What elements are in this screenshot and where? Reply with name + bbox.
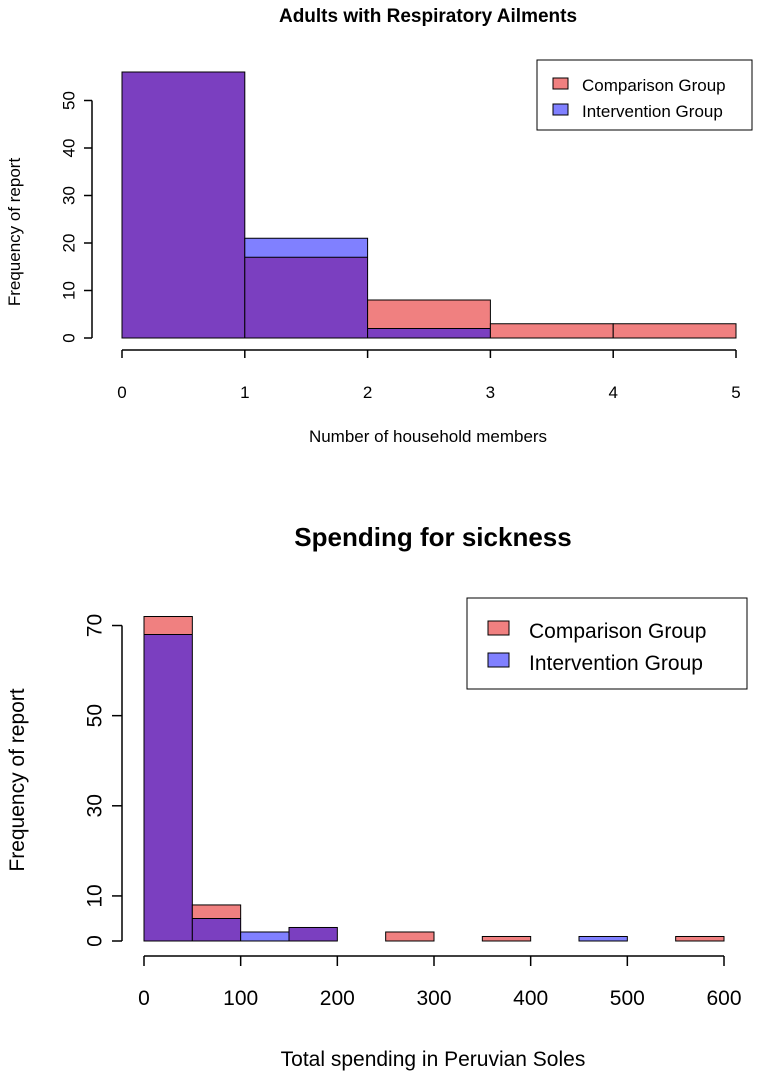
- y-axis-label: Frequency of report: [6, 688, 29, 871]
- legend-box: [536, 59, 753, 131]
- y-tick-label: 0: [84, 935, 107, 947]
- x-tick-label: 1: [240, 383, 249, 402]
- chart-title: Adults with Respiratory Ailments: [279, 6, 577, 27]
- legend: Comparison Group Intervention Group: [466, 597, 748, 690]
- legend-swatch-intervention: [552, 103, 569, 116]
- x-tick-label: 0: [138, 987, 150, 1010]
- bar-outline-bin-7: [481, 935, 532, 942]
- bars-group: [121, 71, 737, 339]
- bar-comparison-bin-4: [613, 323, 736, 338]
- y-tick-label: 10: [84, 884, 107, 907]
- x-tick-label: 2: [363, 383, 372, 402]
- y-axis: 0 10 30 50 70: [84, 614, 123, 947]
- chart-title: Spending for sickness: [294, 522, 571, 552]
- legend-label-comparison: Comparison Group: [529, 620, 706, 643]
- bar-overlap-bin-3: [289, 927, 338, 941]
- y-tick-label: 20: [59, 234, 78, 253]
- y-tick-label: 40: [59, 139, 78, 158]
- y-tick-label: 50: [84, 704, 107, 727]
- bar-outline-bin-2: [367, 299, 491, 339]
- y-tick-label: 0: [59, 333, 78, 342]
- bar-intervention-bin-2: [240, 931, 289, 941]
- bar-comparison-bin-1: [192, 904, 241, 919]
- bar-comparison-bin-11: [675, 936, 724, 941]
- legend-swatch-comparison: [487, 620, 510, 636]
- y-tick-label: 30: [59, 186, 78, 205]
- x-axis-label: Total spending in Peruvian Soles: [281, 1048, 586, 1071]
- bar-outline-bin-5: [385, 931, 435, 942]
- bar-outline-bin-3: [288, 926, 338, 942]
- y-tick-label: 70: [84, 614, 107, 637]
- x-axis: 0 100 200 300 400 500 600: [138, 955, 742, 1010]
- legend-label-intervention: Intervention Group: [582, 102, 723, 121]
- bar-comparison-bin-2: [367, 300, 491, 329]
- x-axis: 0 1 2 3 4 5: [117, 349, 741, 402]
- bar-comparison-bin-3: [490, 323, 614, 338]
- x-tick-label: 4: [608, 383, 617, 402]
- bar-comparison-bin-0: [144, 616, 193, 635]
- bar-intervention-bin-1: [244, 238, 368, 258]
- legend-swatch-intervention: [487, 652, 510, 668]
- x-tick-label: 3: [486, 383, 495, 402]
- chart-spending-sickness: Spending for sickness 0 100 200 300 400 500 60…: [6, 522, 748, 1071]
- x-tick-label: 200: [320, 987, 355, 1010]
- bar-outline-bin-9: [578, 935, 628, 942]
- y-tick-label: 30: [84, 794, 107, 817]
- y-axis-label: Frequency of report: [5, 158, 24, 307]
- bar-comparison-bin-7: [482, 936, 531, 941]
- x-tick-label: 400: [513, 987, 548, 1010]
- bar-overlap-bin-1: [244, 257, 368, 338]
- bar-outline-bin-11: [675, 935, 725, 942]
- legend-swatch-comparison: [552, 77, 569, 90]
- bar-outline-bin-1: [244, 237, 369, 339]
- legend-label-comparison: Comparison Group: [582, 76, 726, 95]
- x-tick-label: 100: [223, 987, 258, 1010]
- x-tick-label: 500: [610, 987, 645, 1010]
- x-tick-label: 300: [416, 987, 451, 1010]
- legend: Comparison Group Intervention Group: [536, 59, 753, 131]
- legend-box: [466, 597, 748, 690]
- x-tick-label: 5: [731, 383, 740, 402]
- bar-outline-bin-1: [191, 904, 242, 942]
- bar-intervention-bin-9: [579, 936, 628, 941]
- y-tick-label: 50: [59, 91, 78, 110]
- bars-group: [143, 616, 725, 942]
- x-tick-label: 600: [706, 987, 741, 1010]
- bar-comparison-bin-5: [385, 931, 434, 941]
- bar-overlap-bin-0: [122, 72, 245, 338]
- x-tick-label: 0: [117, 383, 126, 402]
- bar-overlap-bin-1: [192, 918, 241, 941]
- legend-label-intervention: Intervention Group: [529, 652, 703, 675]
- y-tick-label: 10: [59, 281, 78, 300]
- y-axis: 0 10 20 30 40 50: [59, 91, 93, 343]
- bar-overlap-bin-0: [144, 634, 193, 941]
- bar-outline-bin-0: [121, 71, 246, 339]
- x-axis-label: Number of household members: [309, 427, 547, 446]
- bar-overlap-bin-2: [367, 328, 491, 338]
- bar-outline-bin-0: [143, 616, 193, 942]
- bar-outline-bin-4: [612, 323, 737, 339]
